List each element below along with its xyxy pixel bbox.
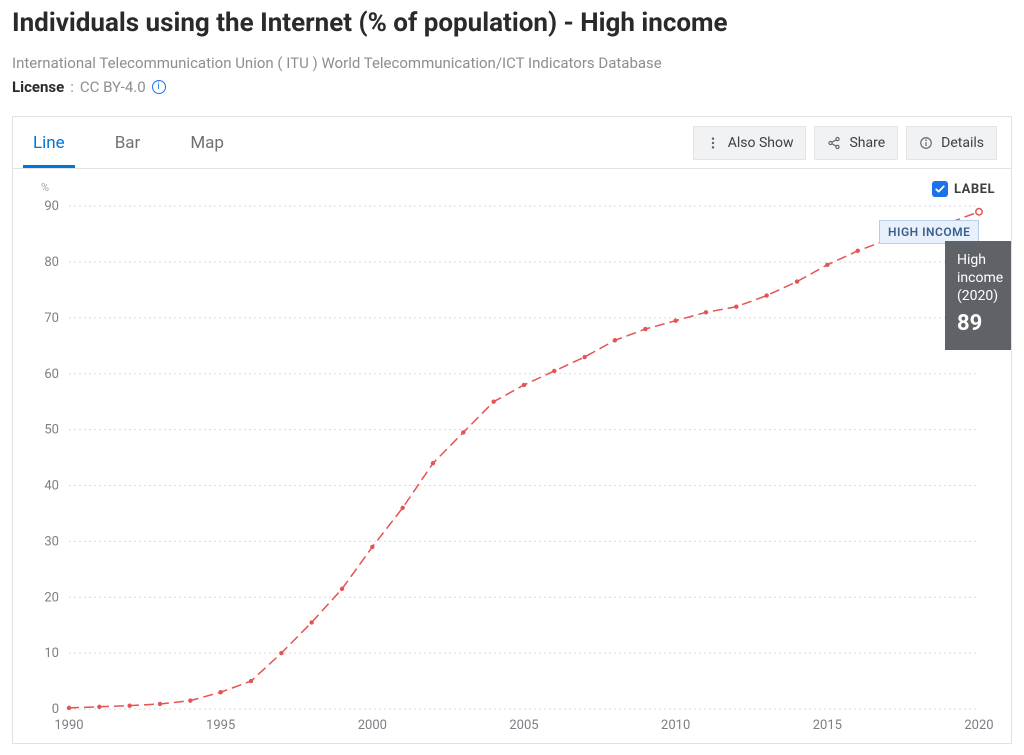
svg-text:70: 70	[44, 311, 59, 326]
svg-text:30: 30	[44, 534, 59, 549]
tooltip: High income (2020) 89	[945, 241, 1011, 350]
svg-text:2005: 2005	[509, 718, 538, 733]
svg-text:10: 10	[44, 646, 59, 661]
details-label: Details	[941, 135, 984, 151]
chart-card: Line Bar Map Also Show Share	[12, 116, 1012, 744]
share-icon	[827, 136, 841, 150]
tooltip-line1: High	[957, 251, 1001, 269]
tab-map[interactable]: Map	[184, 119, 230, 167]
tab-bar: Line Bar Map Also Show Share	[13, 117, 1011, 169]
label-toggle[interactable]: LABEL	[932, 181, 995, 197]
info-icon[interactable]: i	[152, 80, 166, 94]
page-title: Individuals using the Internet (% of pop…	[12, 8, 1012, 38]
checkbox-checked-icon	[932, 181, 948, 197]
license-sep: :	[70, 78, 74, 96]
license-label: License	[12, 78, 64, 96]
svg-text:60: 60	[44, 367, 59, 382]
label-toggle-text: LABEL	[954, 182, 995, 197]
details-button[interactable]: Details	[906, 126, 997, 160]
svg-text:40: 40	[44, 479, 59, 494]
license-value: CC BY-4.0	[80, 78, 146, 96]
svg-text:0: 0	[52, 702, 59, 717]
plot-wrap: LABEL % 0 10 20 30 40 50 60 70 80 90 1990 1995 2000 20…	[13, 169, 1011, 743]
svg-text:2020: 2020	[964, 718, 993, 733]
svg-text:%: %	[41, 181, 49, 194]
license-row: License : CC BY-4.0 i	[12, 78, 1012, 96]
svg-text:1990: 1990	[54, 718, 83, 733]
source-text: International Telecommunication Union ( …	[12, 54, 1012, 72]
svg-text:20: 20	[44, 590, 59, 605]
tooltip-value: 89	[957, 310, 1001, 339]
also-show-button[interactable]: Also Show	[693, 126, 807, 160]
svg-text:50: 50	[44, 423, 59, 438]
tab-bar[interactable]: Bar	[109, 119, 147, 167]
details-info-icon	[919, 136, 933, 150]
tooltip-line3: (2020)	[957, 287, 1001, 305]
more-vert-icon	[706, 136, 720, 150]
svg-text:80: 80	[44, 255, 59, 270]
svg-text:90: 90	[44, 199, 59, 214]
svg-text:2010: 2010	[661, 718, 690, 733]
line-chart: % 0 10 20 30 40 50 60 70 80 90 1990 1995 2000 2005 2010…	[23, 177, 1001, 737]
svg-text:2015: 2015	[813, 718, 842, 733]
action-buttons: Also Show Share Details	[693, 126, 997, 160]
svg-text:1995: 1995	[206, 718, 235, 733]
tooltip-line2: income	[957, 269, 1001, 287]
tab-line[interactable]: Line	[27, 119, 71, 167]
svg-text:2000: 2000	[358, 718, 387, 733]
share-label: Share	[849, 135, 885, 151]
tabs: Line Bar Map	[27, 119, 230, 167]
share-button[interactable]: Share	[814, 126, 898, 160]
also-show-label: Also Show	[728, 135, 794, 151]
